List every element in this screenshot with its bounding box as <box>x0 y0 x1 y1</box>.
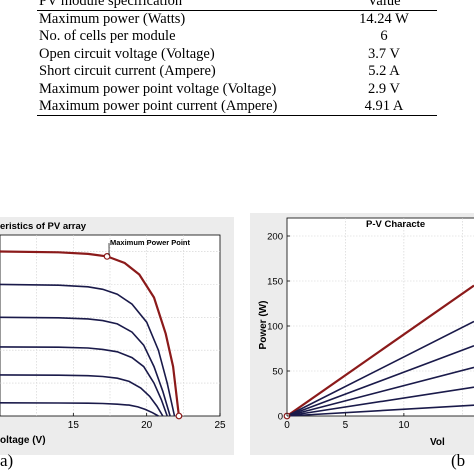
x-axis-label: Vol <box>430 437 445 448</box>
table-row: Short circuit current (Ampere) 5.2 A <box>37 63 437 80</box>
table-row: Maximum power point voltage (Voltage) 2.9… <box>37 81 437 98</box>
chart-title: eristics of PV array <box>0 221 87 232</box>
table-row: Maximum power point current (Ampere) 4.91… <box>37 98 437 117</box>
spec-param: No. of cells per module <box>39 28 176 45</box>
x-axis-label: oltage (V) <box>0 435 46 446</box>
spec-value: 3.7 V <box>368 45 400 62</box>
x-tick-label: 20 <box>141 420 153 431</box>
spec-param: Maximum power (Watts) <box>39 11 186 27</box>
spec-value: 14.24 W <box>359 11 409 27</box>
chart-title: P-V Characte <box>366 219 425 230</box>
spec-value: 4.91 A <box>331 98 437 117</box>
y-axis-label: Power (W) <box>258 301 269 350</box>
x-tick-label: 0 <box>284 420 290 431</box>
iv-curve <box>0 402 159 417</box>
spec-param: Open circuit voltage (Voltage) <box>39 45 215 62</box>
y-tick-label: 150 <box>267 277 283 288</box>
spec-value: 2.9 V <box>368 80 400 97</box>
pv-curve <box>286 320 474 417</box>
table-row: Maximum power (Watts) 14.24 W <box>37 11 437 29</box>
pv-curve <box>286 404 474 417</box>
table-header-row: PV module specification Value <box>37 0 437 11</box>
pv-curve <box>286 284 474 417</box>
table-row: Open circuit voltage (Voltage) 3.7 V <box>37 46 437 63</box>
plot-area <box>286 217 474 417</box>
y-tick-label: 200 <box>267 232 283 243</box>
spec-value: 5.2 A <box>368 63 400 80</box>
marker-point <box>103 252 111 260</box>
iv-curve <box>0 374 164 417</box>
pv-spec-table: PV module specification Value Maximum po… <box>37 0 437 117</box>
panel-label-a: a) <box>0 451 14 470</box>
marker-point <box>175 412 183 420</box>
spec-param: Maximum power point voltage (Voltage) <box>39 80 277 97</box>
annotation-label: Maximum Power Point <box>110 238 191 247</box>
x-tick-label: 5 <box>343 420 349 431</box>
x-tick-label: 15 <box>68 420 80 431</box>
y-tick-label: 50 <box>272 367 283 378</box>
pv-curve <box>286 386 474 417</box>
pv-curve <box>286 366 474 417</box>
spec-param: Short circuit current (Ampere) <box>39 63 216 80</box>
iv-chart: Maximum Power Point 15 20 25 eristics of PV … <box>0 217 234 455</box>
table-row: No. of cells per module 6 <box>37 28 437 45</box>
panel-label-b: (b <box>451 451 466 470</box>
spec-param: Maximum power point current (Ampere) <box>37 98 331 117</box>
header-param: PV module specification <box>37 0 331 11</box>
header-value: Value <box>331 0 437 11</box>
spec-value: 6 <box>380 28 388 45</box>
x-tick-label: 25 <box>214 420 226 431</box>
pv-curve <box>286 345 474 417</box>
iv-curve <box>0 346 168 417</box>
iv-curve <box>0 316 171 417</box>
y-tick-label: 100 <box>267 322 283 333</box>
iv-curve <box>0 283 176 417</box>
pv-chart: 0 50 100 150 200 0 5 10 P-V Characte Power (W) Vol <box>250 213 474 455</box>
x-tick-label: 10 <box>398 420 410 431</box>
y-tick-label: 0 <box>278 412 283 423</box>
iv-curve <box>0 250 180 417</box>
